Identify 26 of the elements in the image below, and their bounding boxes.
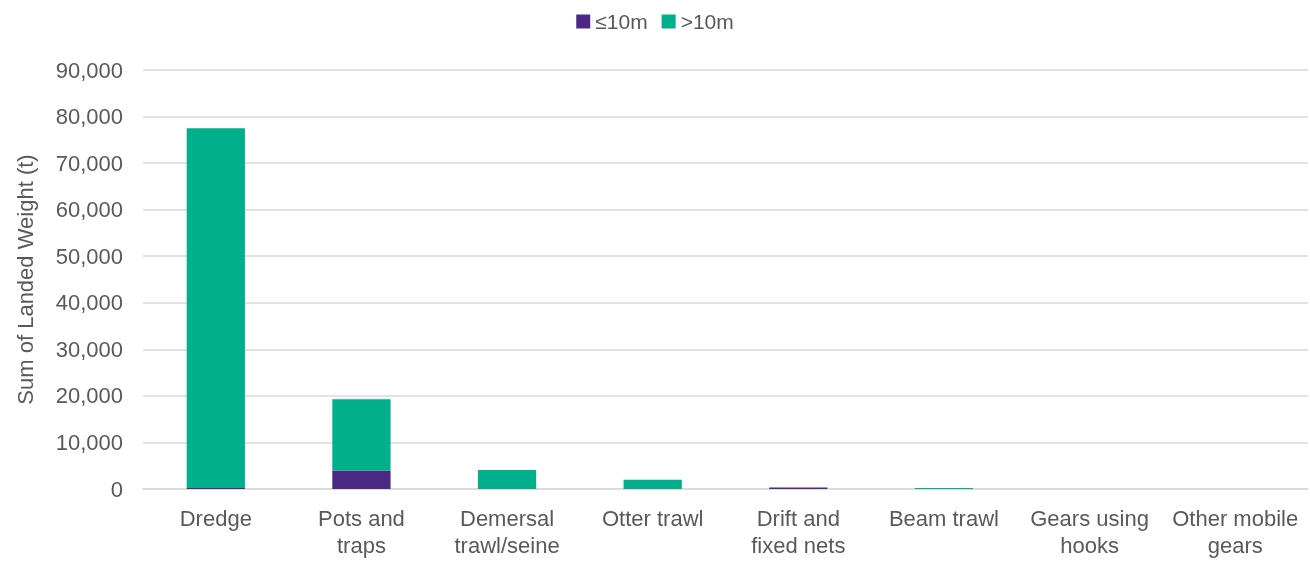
bar: [332, 470, 391, 489]
y-tick-label: 50,000: [55, 243, 123, 269]
y-tick-label: 0: [110, 476, 123, 502]
bar: [332, 399, 391, 471]
x-tick-label: Dredge: [179, 506, 252, 531]
y-tick-label: 10,000: [55, 429, 123, 455]
legend-label: ≤10m: [595, 10, 648, 33]
bar: [623, 479, 682, 489]
y-tick-label: 90,000: [55, 57, 123, 83]
bar: [186, 128, 245, 489]
x-tick-label: Drift and fixed nets: [751, 506, 846, 558]
x-tick-label: Beam trawl: [888, 506, 999, 531]
legend-label: >10m: [680, 10, 734, 33]
y-tick-label: 30,000: [55, 336, 123, 362]
x-tick-label: Other mobile gears: [1172, 506, 1299, 558]
y-tick-label: 40,000: [55, 290, 123, 316]
bar: [477, 469, 537, 489]
x-tick-label: Gears using hooks: [1030, 506, 1149, 558]
x-tick-label: Demersal trawl/seine: [454, 506, 560, 558]
y-tick-label: 70,000: [55, 150, 123, 176]
y-tick-label: 20,000: [55, 383, 123, 409]
x-tick-label: Pots and traps: [318, 506, 405, 558]
y-axis-title: Sum of Landed Weight (t): [12, 154, 38, 405]
y-tick-label: 80,000: [55, 104, 123, 130]
y-tick-label: 60,000: [55, 197, 123, 223]
x-tick-label: Otter trawl: [601, 506, 704, 531]
